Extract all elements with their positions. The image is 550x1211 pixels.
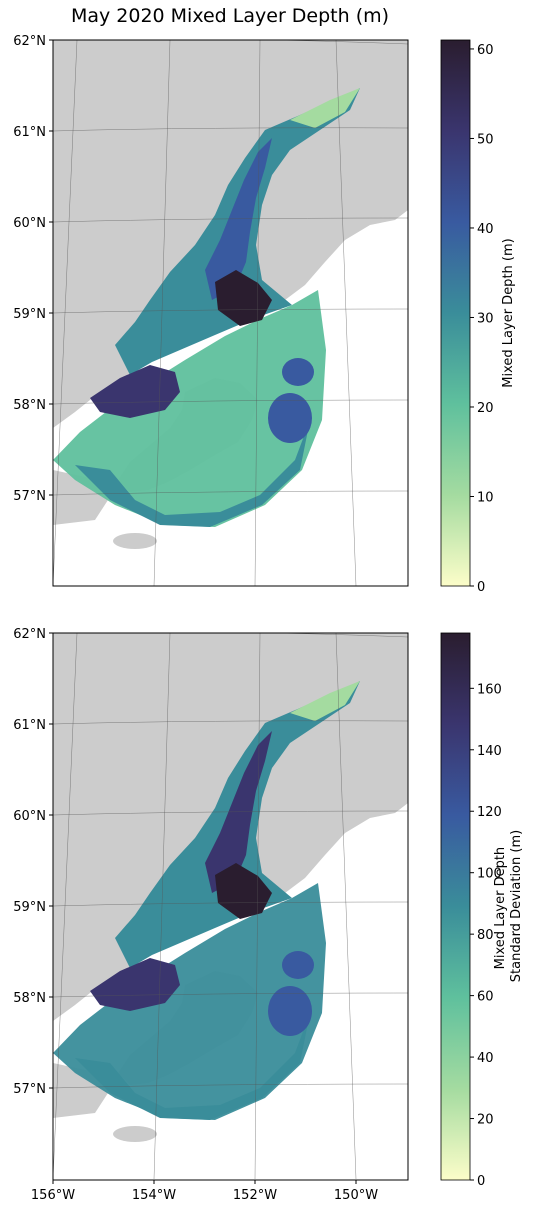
colorbar-tick-label: 80 [477, 928, 494, 943]
lon-tick-labels: 156°W 154°W 152°W 150°W [31, 1180, 378, 1203]
colorbar-mean: 0 10 20 30 40 50 60 Mixed Layer Depth (m) [440, 39, 516, 595]
lat-tick-labels: 62°N 61°N 60°N 59°N 58°N 57°N [13, 34, 53, 504]
data-field-eddy [268, 986, 312, 1036]
data-field-eddy [282, 951, 314, 979]
data-field-inlet-head [290, 88, 360, 128]
data-field-inlet-head [290, 681, 360, 721]
lat-tick-label: 62°N [13, 34, 46, 49]
colorbar-tick-label: 40 [477, 1051, 494, 1066]
graticule-line [53, 1083, 408, 1089]
graticule-line [53, 40, 78, 586]
panel-content [53, 633, 408, 1180]
lon-tick-label: 154°W [132, 1188, 176, 1203]
colorbar-mean-label-line: Mixed Layer Depth (m) [501, 238, 516, 387]
colorbar-tick-label: 120 [477, 805, 502, 820]
data-field-eddy [268, 393, 312, 443]
map-panel-mean: 62°N 61°N 60°N 59°N 58°N 57°N [13, 34, 409, 587]
map-panel-stddev: 62°N 61°N 60°N 59°N 58°N 57°N 156°W 154°W 152°W… [13, 627, 409, 1203]
graticule-line [53, 308, 408, 314]
graticule-line [53, 633, 78, 1180]
colorbar-stddev-label-line-1: Mixed Layer Depth [493, 847, 508, 969]
data-field-shelikof-strait [90, 365, 180, 418]
graticule-line [53, 810, 408, 816]
lat-tick-label: 57°N [13, 489, 46, 504]
colorbar-tick-label: 60 [477, 990, 494, 1005]
data-field-lower-shelf [75, 420, 310, 527]
graticule-line [53, 720, 408, 725]
lat-tick-label: 58°N [13, 398, 46, 413]
data-field-outer-shelf [53, 290, 326, 527]
colorbar-tick-label: 100 [477, 867, 502, 882]
colorbar-mean-ticks: 0 10 20 30 40 50 60 [470, 43, 494, 595]
colorbar-tick-label: 30 [477, 311, 494, 326]
data-field-eddy [282, 358, 314, 386]
graticule-line [153, 633, 171, 1180]
colorbar-tick-label: 60 [477, 43, 494, 58]
colorbar-stddev-bar [440, 632, 471, 1181]
graticule-line [53, 40, 408, 45]
graticule-line [53, 399, 408, 405]
lat-tick-label: 61°N [13, 125, 46, 140]
graticule-line [53, 901, 408, 907]
data-field-lower-shelf [75, 1013, 310, 1120]
colorbar-stddev-ticks: 0 20 40 60 80 100 120 140 160 [470, 682, 502, 1189]
graticule-line [53, 992, 408, 998]
graticule-line [254, 633, 261, 1180]
graticule-line [53, 217, 408, 223]
lon-tick-label: 156°W [31, 1188, 75, 1203]
colorbar-tick-label: 50 [477, 132, 494, 147]
land-small-island [113, 1126, 157, 1142]
figure-title: May 2020 Mixed Layer Depth (m) [70, 5, 390, 27]
lat-tick-label: 59°N [13, 307, 46, 322]
colorbar-tick-label: 10 [477, 490, 494, 505]
lat-tick-label: 62°N [13, 627, 46, 642]
colorbar-tick-label: 160 [477, 682, 502, 697]
colorbar-stddev-label: Mixed Layer Depth Standard Deviation (m) [493, 830, 524, 982]
lat-tick-label: 60°N [13, 809, 46, 824]
lat-tick-label: 58°N [13, 991, 46, 1006]
lat-tick-label: 61°N [13, 718, 46, 733]
data-field-shelikof-strait [90, 958, 180, 1011]
lat-tick-labels: 62°N 61°N 60°N 59°N 58°N 57°N [13, 627, 53, 1097]
colorbar-tick-label: 20 [477, 1113, 494, 1128]
lat-tick-label: 57°N [13, 1082, 46, 1097]
graticule-line [335, 633, 357, 1180]
graticule-line [53, 490, 408, 496]
graticule-line [254, 40, 261, 586]
lat-tick-label: 60°N [13, 216, 46, 231]
colorbar-tick-label: 40 [477, 222, 494, 237]
colorbar-stddev-label-line-2: Standard Deviation (m) [509, 830, 524, 982]
graticule-line [53, 127, 408, 132]
lon-tick-label: 150°W [334, 1188, 378, 1203]
land-small-island [113, 533, 157, 549]
data-field-outer-shelf [53, 883, 326, 1120]
graticule-line [53, 633, 408, 638]
lat-tick-label: 59°N [13, 900, 46, 915]
panel-content [53, 40, 408, 586]
lon-tick-label: 152°W [233, 1188, 277, 1203]
colorbar-mean-label: Mixed Layer Depth (m) [501, 238, 516, 387]
colorbar-tick-label: 0 [477, 1174, 485, 1189]
graticule-line [335, 40, 357, 586]
graticule-line [153, 40, 171, 586]
colorbar-tick-label: 0 [477, 580, 485, 595]
colorbar-mean-bar [440, 39, 471, 587]
colorbar-tick-label: 20 [477, 401, 494, 416]
colorbar-tick-label: 140 [477, 744, 502, 759]
colorbar-stddev: 0 20 40 60 80 100 120 140 160 Mixed Layer Depth … [440, 632, 524, 1189]
